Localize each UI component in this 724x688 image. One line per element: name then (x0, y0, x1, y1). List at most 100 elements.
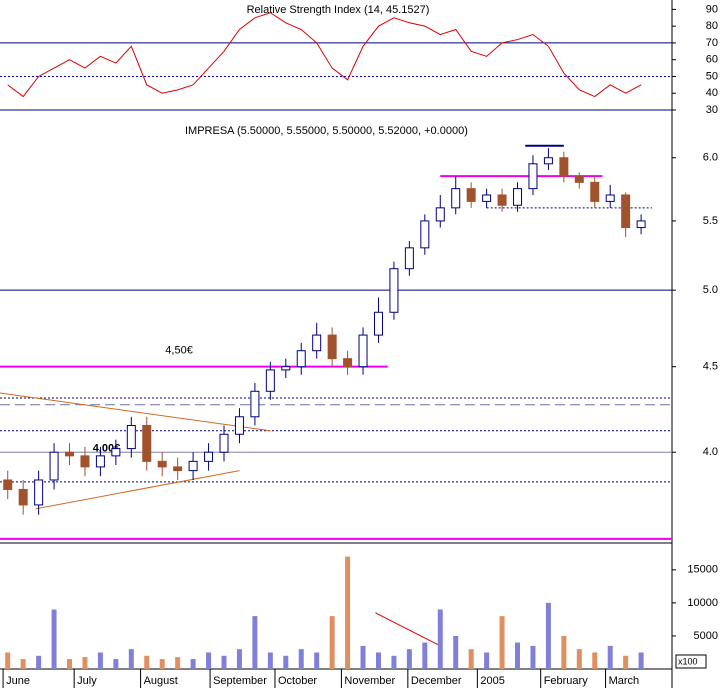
candle-body (65, 451, 75, 457)
candle-body (111, 448, 121, 457)
volume-bar (190, 659, 196, 669)
candle-body (574, 175, 584, 183)
volume-bar (175, 657, 181, 669)
candle-body (327, 334, 337, 360)
y-tick-label: 80 (706, 20, 718, 32)
candle-body (482, 194, 492, 202)
candle-body (80, 455, 90, 468)
candle-body (3, 479, 13, 490)
y-tick-label: 6.0 (703, 152, 718, 164)
trend-line (35, 470, 240, 510)
candle-body (204, 451, 214, 462)
volume-bar (345, 556, 351, 669)
x-tick-label: August (144, 675, 178, 687)
y-tick-label: 10000 (687, 597, 718, 609)
candle-body (188, 460, 198, 472)
volume-bar (515, 642, 521, 669)
candle-body (265, 369, 275, 392)
candle-body (404, 247, 414, 270)
candle-body (343, 358, 353, 368)
volume-bar (422, 642, 428, 669)
candle-body (543, 157, 553, 165)
volume-bar (468, 649, 474, 669)
candle-body (621, 194, 631, 229)
volume-bar (329, 616, 335, 669)
candle-body (605, 194, 615, 202)
volume-bar (128, 649, 134, 669)
candle-body (34, 479, 44, 506)
volume-bar (206, 652, 212, 669)
rsi-line (7, 12, 642, 98)
candle-body (451, 188, 461, 209)
candle-body (142, 424, 152, 462)
volume-bar (252, 616, 258, 669)
volume-bar (530, 645, 536, 669)
candle-body (234, 416, 244, 435)
volume-bar (638, 652, 644, 669)
trend-line (0, 392, 271, 432)
volume-bar (36, 655, 42, 669)
y-tick-label: 90 (706, 3, 718, 15)
candle-body (466, 188, 476, 202)
volume-bar (499, 616, 505, 669)
volume-bar (51, 609, 57, 669)
volume-bar (221, 655, 227, 669)
volume-bar (67, 659, 73, 669)
y-tick-label: 50 (706, 70, 718, 82)
candle-body (126, 424, 136, 450)
trend-line (375, 612, 441, 647)
volume-bar (453, 635, 459, 669)
y-tick-label: 40 (706, 87, 718, 99)
volume-bar (113, 659, 119, 669)
volume-bar (314, 652, 320, 669)
candle-body (373, 311, 383, 336)
volume-bar (607, 645, 613, 669)
y-tick-label: 4.0 (703, 446, 718, 458)
volume-bar (144, 655, 150, 669)
candle-body (497, 194, 507, 206)
candle-body (95, 455, 105, 468)
candle-body (312, 334, 322, 352)
x-tick-label: July (77, 675, 97, 687)
y-tick-label: 4.5 (703, 361, 718, 373)
x-tick-label: February (544, 675, 589, 687)
candle-body (173, 466, 183, 472)
y-tick-label: 70 (706, 37, 718, 49)
candle-body (389, 268, 399, 313)
volume-bar (267, 652, 273, 669)
x-tick-label: March (609, 675, 640, 687)
volume-bar (97, 652, 103, 669)
candle-body (296, 350, 306, 368)
y-tick-label: 60 (706, 54, 718, 66)
volume-bar (283, 655, 289, 669)
volume-bar (5, 652, 11, 669)
y-tick-label: 5.5 (703, 215, 718, 227)
candle-body (590, 181, 600, 202)
volume-bar (545, 602, 551, 669)
candle-body (559, 157, 569, 177)
y-tick-label: 15000 (687, 564, 718, 576)
volume-bar (406, 649, 412, 669)
candle-body (513, 188, 523, 206)
y-tick-label: 5000 (694, 630, 718, 642)
rsi-title: Relative Strength Index (14, 45.1527) (247, 4, 430, 16)
volume-bar (236, 649, 242, 669)
x-tick-label: December (411, 675, 462, 687)
volume-bar (623, 655, 629, 669)
annotation: 4,50€ (165, 345, 193, 357)
volume-bar (360, 645, 366, 669)
candle-body (157, 460, 167, 468)
candle-body (358, 334, 368, 368)
candle-body (281, 366, 291, 371)
volume-bar (375, 652, 381, 669)
volume-bar (159, 659, 165, 669)
unit-label: x100 (678, 656, 698, 666)
candle-body (250, 390, 260, 418)
price-title: IMPRESA (5.50000, 5.55000, 5.50000, 5.52… (185, 125, 468, 137)
volume-bar (437, 609, 443, 669)
volume-bar (576, 649, 582, 669)
y-tick-label: 30 (706, 104, 718, 116)
x-tick-label: 2005 (480, 675, 504, 687)
volume-bar (298, 649, 304, 669)
